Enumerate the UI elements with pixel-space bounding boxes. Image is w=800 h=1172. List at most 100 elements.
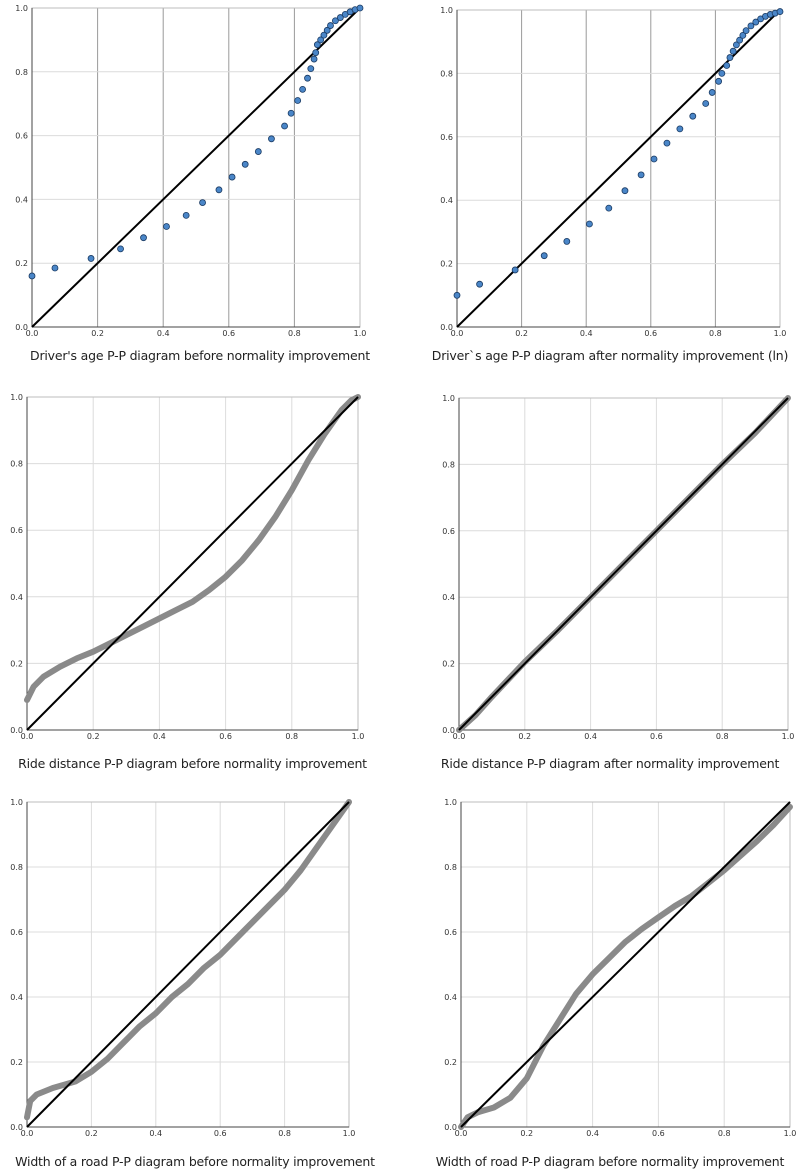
- x-tick-label: 0.8: [716, 732, 729, 741]
- y-tick-label: 0.6: [10, 526, 23, 535]
- x-tick-label: 0.6: [219, 732, 232, 741]
- y-tick-label: 0.0: [444, 1123, 457, 1132]
- x-tick-label: 0.0: [26, 329, 39, 338]
- chart-panel-6: 0.0 0.2 0.4 0.6 0.8 1.0 0.0 0.2 0.4 0.6 0.8 1.0 Wid…: [400, 792, 800, 1172]
- data-point: [729, 47, 737, 55]
- y-tick-label: 0.6: [444, 928, 457, 937]
- chart-5-caption: Width of a road P-P diagram before norma…: [15, 1154, 375, 1169]
- x-tick-label: 1.0: [784, 1129, 797, 1138]
- chart-4: 0.0 0.2 0.4 0.6 0.8 1.0 0.0 0.2 0.4 0.6 0.8 1.0: [442, 394, 794, 741]
- y-tick-label: 0.2: [442, 660, 455, 669]
- data-point: [356, 4, 364, 12]
- x-tick-label: 0.0: [21, 1129, 34, 1138]
- y-tick-label: 0.4: [440, 196, 453, 205]
- x-tick-label: 0.8: [718, 1129, 731, 1138]
- expected-reference-line: [460, 801, 791, 1128]
- x-tick-label: 0.2: [85, 1129, 98, 1138]
- y-tick-label: 0.6: [10, 928, 23, 937]
- observed-cumulative-line: [458, 803, 793, 1130]
- x-tick-label: 0.2: [91, 329, 104, 338]
- y-tick-label: 0.6: [15, 132, 28, 141]
- data-point: [323, 26, 331, 34]
- expected-reference-line: [26, 396, 359, 731]
- data-point: [331, 17, 339, 25]
- data-point: [663, 139, 671, 147]
- data-point: [621, 187, 629, 195]
- data-point: [739, 31, 747, 39]
- chart-3-caption: Ride distance P-P diagram before normali…: [18, 756, 367, 771]
- chart-4-caption: Ride distance P-P diagram after normalit…: [440, 756, 780, 771]
- x-tick-label: 0.2: [87, 732, 100, 741]
- x-tick-label: 0.4: [580, 329, 593, 338]
- data-point: [718, 70, 726, 77]
- x-tick-label: 1.0: [774, 329, 787, 338]
- data-point: [199, 199, 206, 206]
- data-point: [563, 238, 571, 245]
- data-point: [747, 22, 755, 30]
- y-tick-label: 1.0: [10, 798, 23, 807]
- data-point: [736, 36, 744, 44]
- chart-panel-5: 0.0 0.2 0.4 0.6 0.8 1.0 0.0 0.2 0.4 0.6 0.8 1.0 Wid…: [0, 792, 400, 1172]
- x-tick-label: 0.4: [586, 1129, 599, 1138]
- data-point: [304, 74, 311, 82]
- data-point: [317, 36, 325, 44]
- x-tick-label: 0.8: [709, 329, 722, 338]
- x-tick-label: 0.2: [520, 1129, 533, 1138]
- y-tick-label: 1.0: [10, 393, 23, 402]
- data-point: [336, 14, 344, 21]
- chart-panel-2: 0.0 0.2 0.4 0.6 0.8 1.0 0.0 0.2 0.4 0.6 0.8 1.0 Dri…: [400, 0, 800, 380]
- data-point: [215, 186, 223, 194]
- data-point: [476, 280, 484, 288]
- data-point: [228, 173, 236, 181]
- chart-6: 0.0 0.2 0.4 0.6 0.8 1.0 0.0 0.2 0.4 0.6 0.8 1.0: [444, 798, 797, 1138]
- y-tick-label: 0.4: [15, 195, 28, 204]
- observed-cumulative-line: [24, 394, 361, 703]
- x-tick-label: 0.2: [515, 329, 528, 338]
- y-tick-label: 1.0: [442, 394, 455, 403]
- y-tick-label: 0.4: [444, 993, 457, 1002]
- y-tick-label: 0.6: [440, 133, 453, 142]
- data-point: [28, 272, 36, 280]
- data-point: [453, 291, 461, 299]
- chart-5: 0.0 0.2 0.4 0.6 0.8 1.0 0.0 0.2 0.4 0.6 0.8 1.0: [10, 798, 356, 1138]
- data-point: [511, 266, 519, 274]
- chart-1: 0.0 0.2 0.4 0.6 0.8 1.0 0.0 0.2 0.4 0.6 0.8 1.0: [15, 4, 366, 338]
- data-point: [715, 77, 723, 85]
- data-point: [182, 211, 190, 219]
- y-tick-label: 0.0: [15, 323, 28, 332]
- x-tick-label: 0.0: [455, 1129, 468, 1138]
- expected-reference-line: [26, 801, 350, 1128]
- data-point: [163, 223, 170, 230]
- data-point: [586, 220, 593, 228]
- data-point: [241, 160, 249, 168]
- x-tick-label: 0.4: [153, 732, 166, 741]
- x-tick-label: 0.4: [157, 329, 170, 338]
- data-point: [268, 135, 275, 143]
- observed-cumulative-line: [24, 799, 352, 1121]
- data-point: [327, 22, 334, 29]
- data-point: [723, 62, 731, 69]
- y-tick-label: 0.2: [444, 1058, 457, 1067]
- data-point: [313, 41, 321, 49]
- data-point: [294, 97, 302, 104]
- y-tick-label: 0.0: [440, 323, 453, 332]
- data-point: [51, 264, 59, 272]
- data-point: [776, 8, 784, 15]
- x-tick-label: 0.6: [214, 1129, 227, 1138]
- data-point: [310, 55, 318, 63]
- data-point: [752, 18, 760, 26]
- chart-3: 0.0 0.2 0.4 0.6 0.8 1.0 0.0 0.2 0.4 0.6 0.8 1.0: [10, 393, 364, 741]
- data-point: [281, 122, 288, 130]
- expected-reference-line: [31, 7, 361, 328]
- y-tick-label: 0.0: [442, 726, 455, 735]
- y-tick-label: 1.0: [444, 798, 457, 807]
- y-tick-label: 0.8: [15, 68, 28, 77]
- x-tick-label: 0.6: [222, 329, 235, 338]
- data-point: [650, 155, 658, 163]
- data-point: [312, 49, 320, 57]
- chart-panel-3: 0.0 0.2 0.4 0.6 0.8 1.0 0.0 0.2 0.4 0.6 0.8 1.0 Rid…: [0, 385, 400, 785]
- x-tick-label: 1.0: [343, 1129, 356, 1138]
- data-point: [140, 234, 147, 242]
- data-point: [708, 89, 716, 96]
- data-point: [307, 65, 315, 73]
